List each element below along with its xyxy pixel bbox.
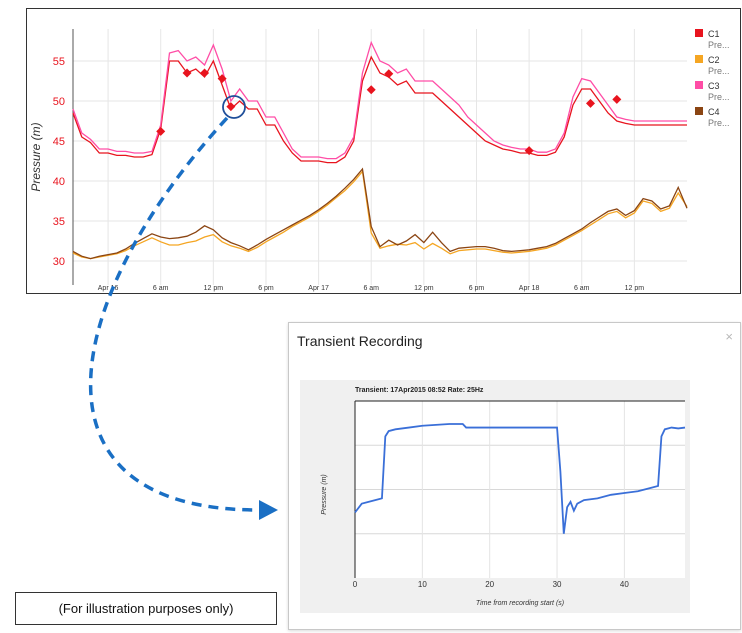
- x-tick-label: 12 pm: [204, 285, 224, 292]
- legend-label-C3: C3: [708, 81, 720, 91]
- x-tick-label: Apr 17: [308, 285, 329, 292]
- close-icon[interactable]: ×: [725, 329, 733, 344]
- y-tick-label: 45: [53, 136, 65, 148]
- y-tick-label: 40: [53, 176, 65, 188]
- legend-sublabel-C1: Pre...: [708, 40, 730, 50]
- legend-swatch-C2: [695, 55, 703, 63]
- x-tick-label: 40: [620, 580, 629, 589]
- x-tick-label: 30: [553, 580, 562, 589]
- series-line-C1: [72, 55, 687, 164]
- series-line-C3: [72, 40, 687, 160]
- x-tick-label: 6 am: [574, 285, 590, 292]
- alarm-marker: [612, 94, 622, 104]
- legend-sublabel-C4: Pre...: [708, 118, 730, 128]
- x-tick-label: 12 pm: [625, 285, 645, 292]
- alarm-marker: [366, 85, 376, 95]
- chart-title: Transient: 17Apr2015 08:52 Rate: 25Hz: [355, 387, 484, 394]
- x-tick-label: 6 pm: [258, 285, 274, 292]
- x-tick-label: 10: [418, 580, 427, 589]
- x-tick-label: 12 pm: [414, 285, 434, 292]
- legend-sublabel-C3: Pre...: [708, 92, 730, 102]
- transient-series-line: [354, 423, 686, 534]
- illustration-note: (For illustration purposes only): [15, 592, 277, 625]
- alarm-marker: [217, 74, 227, 84]
- y-tick-label: 50: [53, 96, 65, 108]
- alarm-marker: [200, 68, 210, 78]
- x-tick-label: Apr 18: [519, 285, 540, 292]
- alarm-marker: [226, 102, 236, 112]
- x-axis-title: Time from recording start (s): [476, 600, 564, 607]
- legend-swatch-C1: [695, 29, 703, 37]
- series-line-C4: [72, 167, 688, 260]
- legend-label-C2: C2: [708, 55, 720, 65]
- legend-label-C1: C1: [708, 29, 720, 39]
- x-tick-label: Apr 16: [98, 285, 119, 292]
- alarm-marker: [586, 98, 596, 108]
- x-tick-label: 6 pm: [469, 285, 485, 292]
- x-tick-label: 0: [353, 580, 358, 589]
- pressure-chart: 30 35 40 45 50 55 Apr 16 6 am 12 pm 6 pm Apr 17 6 a…: [29, 29, 730, 292]
- x-tick-label: 6 am: [153, 285, 169, 292]
- legend-swatch-C4: [695, 107, 703, 115]
- y-tick-label: 55: [53, 56, 65, 68]
- legend-sublabel-C2: Pre...: [708, 66, 730, 76]
- transient-chart: 0 10 20 30 40 Transient: 17Apr2015 08:52 Rate…: [321, 387, 686, 607]
- legend-label-C4: C4: [708, 107, 720, 117]
- y-tick-label: 30: [53, 256, 65, 268]
- alarm-marker: [524, 146, 534, 156]
- x-tick-label: 6 am: [363, 285, 379, 292]
- x-tick-label: 20: [485, 580, 494, 589]
- alarm-marker: [384, 69, 394, 79]
- y-axis-title: Pressure (m): [29, 122, 43, 191]
- y-axis-title: Pressure (m): [321, 474, 328, 514]
- arrow-head-icon: [259, 500, 278, 520]
- transient-chart-panel: 0 10 20 30 40 Transient: 17Apr2015 08:52 Rate…: [300, 380, 690, 613]
- pressure-chart-panel: 30 35 40 45 50 55 Apr 16 6 am 12 pm 6 pm Apr 17 6 a…: [26, 8, 741, 294]
- legend-swatch-C3: [695, 81, 703, 89]
- y-tick-label: 35: [53, 216, 65, 228]
- dialog-title: Transient Recording: [297, 333, 423, 349]
- transient-recording-dialog: Transient Recording × 0 10 20 30 40 Transient…: [288, 322, 741, 630]
- alarm-marker: [182, 68, 192, 78]
